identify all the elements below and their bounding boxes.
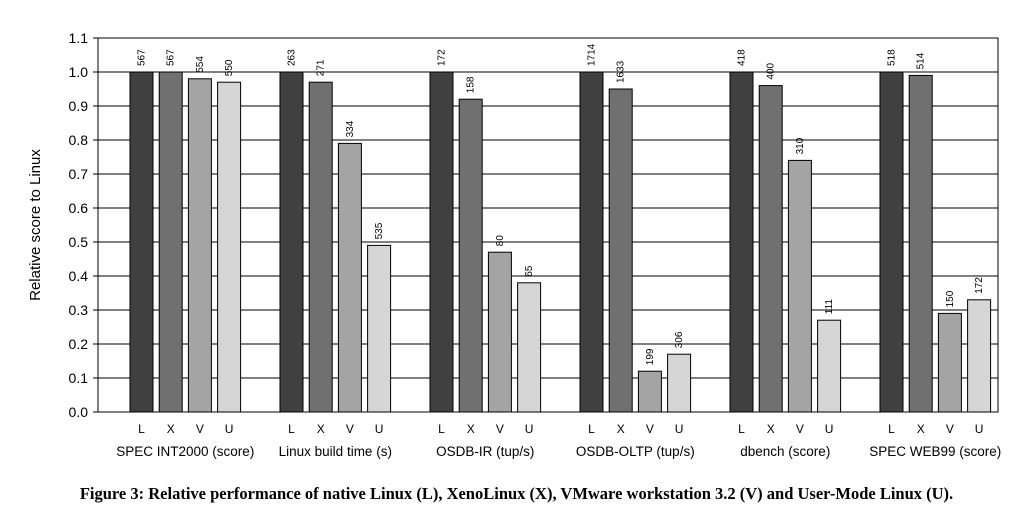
data-label: 518 (887, 49, 898, 66)
series-key-label: V (796, 422, 804, 436)
series-key-label: V (346, 422, 354, 436)
series-key-label: L (138, 422, 145, 436)
data-label: 65 (524, 265, 535, 277)
category-label: dbench (score) (740, 444, 830, 459)
data-label: 172 (974, 277, 985, 294)
bar-x (908, 74, 933, 413)
bar-x (608, 88, 633, 413)
data-label: 514 (916, 52, 927, 69)
series-key-label: L (288, 422, 295, 436)
bar-x (308, 81, 333, 413)
data-label: 550 (224, 59, 235, 76)
data-labels: 567 567 554 550 263 271 334 535 172 158 80 65 1714 16… (137, 43, 986, 365)
y-tick-label: 0.3 (69, 302, 89, 318)
figure-caption: Figure 3: Relative performance of native… (79, 484, 954, 503)
series-key-label: V (496, 422, 504, 436)
y-tick-label: 0.7 (69, 166, 89, 182)
data-label: 1714 (587, 43, 598, 66)
bar-v (337, 142, 362, 413)
series-key-label: X (467, 422, 475, 436)
bar-l (729, 71, 754, 413)
bar-v (637, 370, 662, 413)
category-label: SPEC INT2000 (score) (116, 444, 254, 459)
series-key-label: V (946, 422, 954, 436)
x-axis-ticks: L X V U SPEC INT2000 (score) L X V U Linux build … (116, 422, 1001, 459)
series-key-label: X (167, 422, 175, 436)
series-key-label: U (375, 422, 384, 436)
series-key-label: U (825, 422, 834, 436)
y-tick-label: 1.1 (69, 30, 89, 46)
bar-l (429, 71, 454, 413)
bar-x (158, 71, 183, 413)
bar-x (758, 85, 783, 413)
data-label: 271 (316, 59, 327, 76)
data-label: 158 (466, 76, 477, 93)
data-label: 172 (437, 49, 448, 66)
y-tick-label: 0.5 (69, 234, 89, 250)
data-label: 306 (674, 331, 685, 348)
series-key-label: X (917, 422, 925, 436)
series-key-label: L (888, 422, 895, 436)
plot-frame (97, 37, 999, 413)
series-key-label: V (646, 422, 654, 436)
bar-v (487, 251, 512, 413)
data-label: 418 (737, 49, 748, 66)
bar-u (367, 244, 392, 413)
bar-l (129, 71, 154, 413)
data-label: 567 (166, 49, 177, 66)
bar-u (817, 319, 842, 413)
bar-x (458, 98, 483, 413)
series-key-label: X (617, 422, 625, 436)
bar-v (787, 159, 812, 413)
data-label: 1633 (616, 60, 627, 83)
y-tick-label: 0.1 (69, 370, 89, 386)
bar-l (879, 71, 904, 413)
data-label: 111 (824, 299, 835, 315)
category-label: OSDB-IR (tup/s) (436, 444, 534, 459)
y-tick-label: 0.6 (69, 200, 89, 216)
series-key-label: L (738, 422, 745, 436)
series-key-label: X (317, 422, 325, 436)
data-label: 554 (195, 56, 206, 73)
bar-u (217, 81, 242, 413)
bar-l (579, 71, 604, 413)
y-tick-label: 1.0 (69, 64, 89, 80)
bar-u (517, 282, 542, 413)
y-tick-label: 0.4 (69, 268, 89, 284)
data-label: 567 (137, 49, 148, 66)
series-key-label: U (225, 422, 234, 436)
bars (129, 71, 992, 413)
data-label: 310 (795, 137, 806, 154)
y-tick-label: 0.2 (69, 336, 89, 352)
series-key-label: X (767, 422, 775, 436)
bar-u (667, 353, 692, 413)
data-label: 263 (287, 49, 298, 66)
category-label: Linux build time (s) (279, 444, 392, 459)
series-key-label: U (975, 422, 984, 436)
bar-v (937, 312, 962, 413)
bar-u (967, 299, 992, 413)
series-key-label: V (196, 422, 204, 436)
y-tick-label: 0.9 (69, 98, 89, 114)
data-label: 535 (374, 222, 385, 239)
y-tick-label: 0.8 (69, 132, 89, 148)
bar-chart: 567 567 554 550 263 271 334 535 172 158 80 65 1714 16… (27, 30, 1001, 459)
y-tick-label: 0.0 (69, 404, 89, 420)
series-key-label: L (588, 422, 595, 436)
data-label: 150 (945, 290, 956, 307)
category-label: SPEC WEB99 (score) (869, 444, 1001, 459)
y-axis-label: Relative score to Linux (27, 149, 44, 301)
data-label: 334 (345, 120, 356, 137)
series-key-label: U (525, 422, 534, 436)
data-label: 400 (766, 62, 777, 79)
bar-v (187, 78, 212, 413)
bar-l (279, 71, 304, 413)
data-label: 199 (645, 348, 656, 365)
category-label: OSDB-OLTP (tup/s) (576, 444, 695, 459)
series-key-label: L (438, 422, 445, 436)
data-label: 80 (495, 235, 506, 247)
series-key-label: U (675, 422, 684, 436)
y-axis-ticks: 0.0 0.1 0.2 0.3 0.4 0.5 0.6 0.7 0.8 0.9 1.0 1.1 (69, 30, 98, 420)
